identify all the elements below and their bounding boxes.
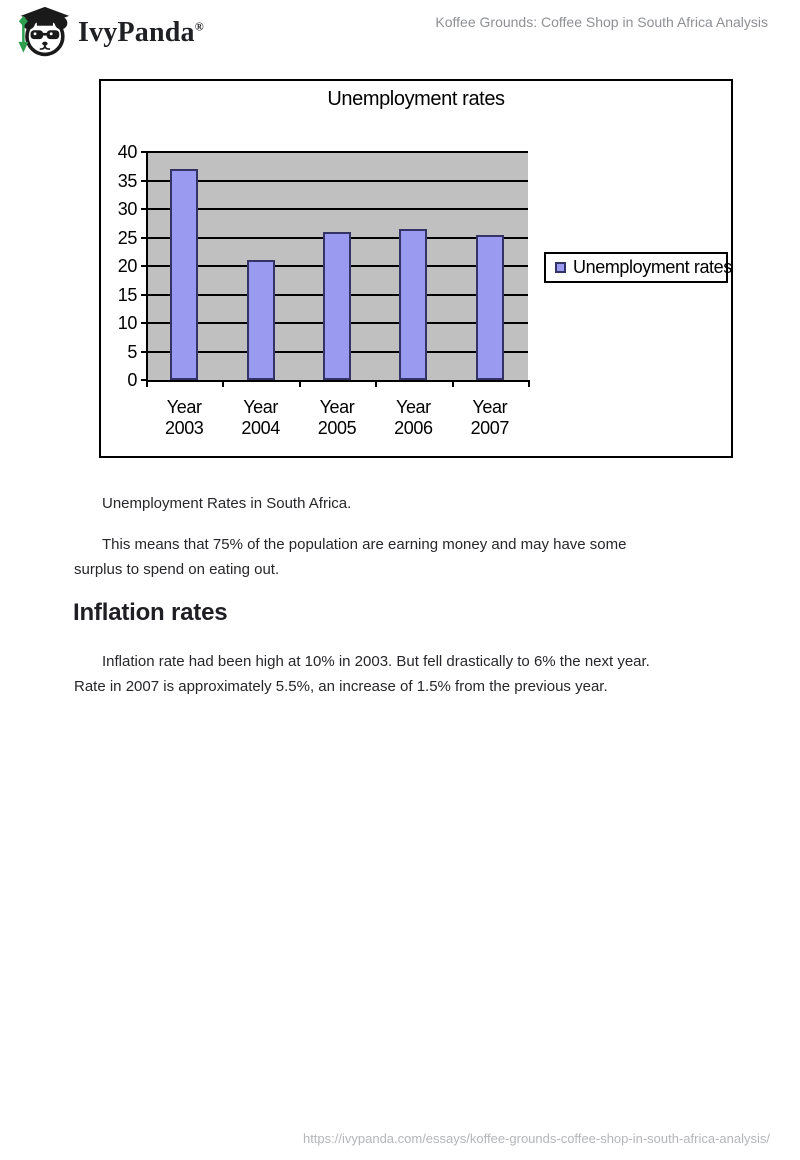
registered-mark: ® xyxy=(194,19,204,34)
x-axis-label: Year 2003 xyxy=(164,397,204,438)
panda-logo-icon xyxy=(18,6,70,57)
paragraph-inflation: Inflation rate had been high at 10% in 2… xyxy=(74,653,650,695)
source-url: https://ivypanda.com/essays/koffee-groun… xyxy=(302,1131,770,1146)
x-axis-tick xyxy=(451,382,454,387)
y-axis-label: 35 xyxy=(117,170,138,191)
y-axis-tick xyxy=(141,379,146,381)
y-axis-tick xyxy=(141,350,146,353)
chart-caption: Unemployment Rates in South Africa. xyxy=(102,495,352,512)
gridline xyxy=(146,179,528,182)
logo-text: IvyPanda xyxy=(78,17,195,48)
chart-title: Unemployment rates xyxy=(327,88,505,110)
ivypanda-logo[interactable]: IvyPanda® xyxy=(16,5,204,59)
x-axis-label: Year 2004 xyxy=(241,397,280,438)
x-axis-tick xyxy=(146,382,148,387)
x-axis-label: Year 2007 xyxy=(470,397,510,438)
bar-year-2004 xyxy=(246,260,275,380)
bar-year-2005 xyxy=(323,231,351,380)
y-axis-tick xyxy=(141,236,146,239)
y-axis-label: 25 xyxy=(117,227,138,248)
inflation-rates-heading: Inflation rates xyxy=(73,599,228,626)
bar-year-2006 xyxy=(399,228,428,380)
gridline xyxy=(146,208,528,210)
y-axis-line xyxy=(146,152,148,382)
y-axis-label: 5 xyxy=(127,341,137,362)
y-axis-label: 20 xyxy=(117,256,138,276)
y-axis-tick xyxy=(141,179,146,182)
y-axis-tick xyxy=(141,151,146,153)
x-axis-tick xyxy=(375,382,378,387)
y-axis-tick xyxy=(141,265,146,267)
legend-label: Unemployment rates xyxy=(573,257,732,277)
chart-canvas: 0 5 10 15 20 25 30 35 40 Year 2003 Year 2004 Year 2… xyxy=(101,81,733,456)
y-axis-tick xyxy=(141,293,146,296)
chart-legend: Unemployment rates xyxy=(544,252,732,283)
y-axis-tick xyxy=(141,322,146,324)
bar-year-2007 xyxy=(475,234,504,380)
y-axis-label: 30 xyxy=(117,199,138,219)
y-axis-tick xyxy=(141,208,146,210)
legend-swatch xyxy=(555,262,566,273)
x-axis-label: Year 2005 xyxy=(317,397,357,438)
x-axis-line xyxy=(146,380,530,382)
x-axis-tick xyxy=(222,382,225,387)
gridline xyxy=(146,151,528,153)
x-axis-label: Year 2006 xyxy=(394,397,433,438)
y-axis-label: 10 xyxy=(117,313,138,333)
y-axis-label: 15 xyxy=(117,284,138,305)
unemployment-chart-figure: Unemployment rates 0 5 10 15 20 25 30 35 40 Year … xyxy=(99,79,733,458)
page-title: Koffee Grounds: Coffee Shop in South Afr… xyxy=(435,14,768,30)
bar-year-2003 xyxy=(170,169,199,380)
x-axis-tick xyxy=(528,382,530,387)
y-axis-label: 0 xyxy=(127,370,137,390)
y-axis-label: 40 xyxy=(117,142,138,162)
x-axis-tick xyxy=(298,382,301,387)
paragraph-population: This means that 75% of the population ar… xyxy=(74,536,627,578)
logo-wordmark: IvyPanda® xyxy=(78,17,204,49)
